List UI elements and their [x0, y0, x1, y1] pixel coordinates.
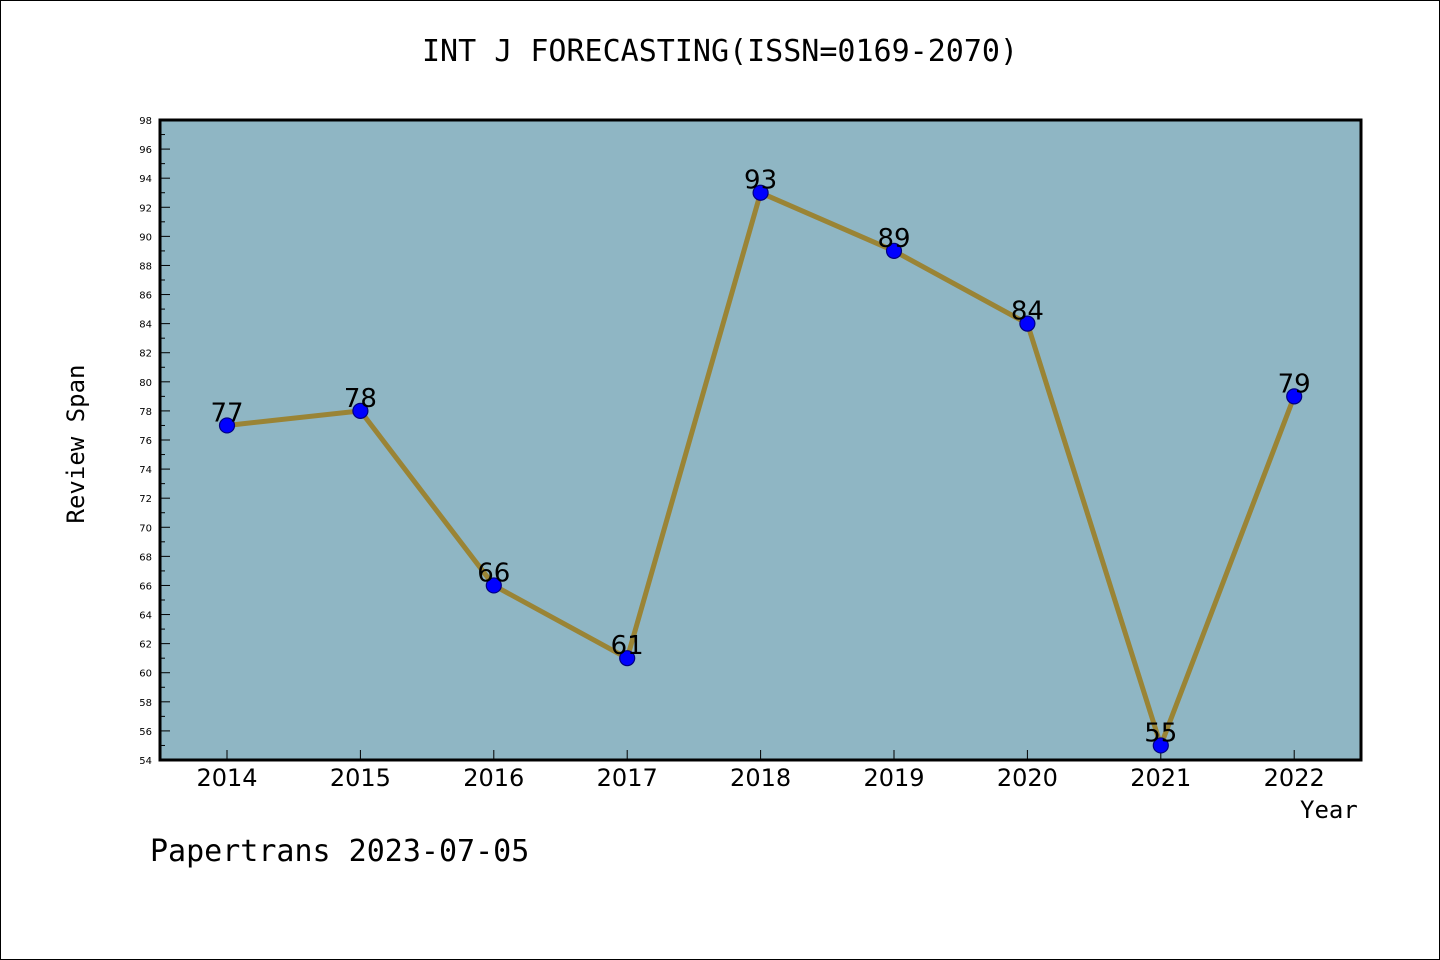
y-tick-label: 98	[139, 116, 152, 127]
data-label: 79	[1278, 369, 1311, 399]
y-tick-label: 68	[139, 552, 152, 563]
y-tick-label: 94	[139, 174, 152, 185]
x-tick-label: 2021	[1130, 764, 1191, 792]
y-tick-label: 92	[139, 203, 152, 214]
footer-credit: Papertrans 2023-07-05	[150, 834, 530, 869]
y-tick-label: 54	[139, 756, 152, 767]
y-tick-label: 86	[139, 291, 152, 302]
x-tick-label: 2022	[1264, 764, 1325, 792]
data-point-marker	[1286, 388, 1303, 405]
data-point-marker	[619, 650, 636, 667]
y-tick-label: 76	[139, 436, 152, 447]
data-label: 61	[611, 631, 644, 661]
x-tick-label: 2019	[863, 764, 924, 792]
data-label: 93	[744, 166, 777, 196]
y-tick-label: 88	[139, 261, 152, 272]
y-tick-label: 70	[139, 523, 152, 534]
plot-border	[158, 118, 1363, 762]
data-point-marker	[885, 242, 903, 260]
data-label: 89	[877, 224, 910, 254]
y-tick-label: 56	[139, 727, 152, 738]
data-point-marker	[1152, 737, 1169, 754]
y-tick-label: 72	[139, 494, 152, 505]
x-tick-label: 2014	[196, 764, 257, 792]
y-tick-label: 82	[139, 349, 152, 360]
data-point-marker	[1019, 315, 1036, 332]
data-point-marker	[218, 417, 236, 434]
data-point-marker	[485, 577, 502, 594]
y-tick-label: 90	[139, 232, 152, 243]
data-label: 55	[1144, 718, 1177, 748]
y-tick-label: 80	[139, 378, 152, 389]
data-label: 66	[477, 558, 510, 588]
plot-area	[160, 120, 1361, 760]
x-tick-label: 2017	[597, 764, 658, 792]
y-tick-label: 64	[139, 611, 152, 622]
data-label: 78	[344, 384, 377, 414]
x-axis-label: Year	[1300, 796, 1358, 824]
data-label: 77	[210, 398, 243, 428]
chart-title: INT J FORECASTING(ISSN=0169-2070)	[421, 34, 1019, 69]
x-tick-label: 2015	[330, 764, 391, 792]
y-tick-label: 78	[139, 407, 152, 418]
x-tick-label: 2020	[997, 764, 1058, 792]
y-tick-label: 96	[139, 145, 152, 156]
data-label: 84	[1011, 297, 1044, 327]
y-tick-label: 60	[139, 669, 152, 680]
y-tick-label: 74	[139, 465, 152, 476]
y-tick-label: 66	[139, 581, 152, 592]
x-tick-label: 2016	[463, 764, 524, 792]
data-point-marker	[352, 402, 369, 420]
y-tick-label: 62	[139, 640, 152, 651]
y-tick-label: 84	[139, 320, 152, 331]
y-tick-label: 58	[139, 698, 152, 709]
x-tick-label: 2018	[730, 764, 791, 792]
data-point-marker	[752, 184, 769, 201]
